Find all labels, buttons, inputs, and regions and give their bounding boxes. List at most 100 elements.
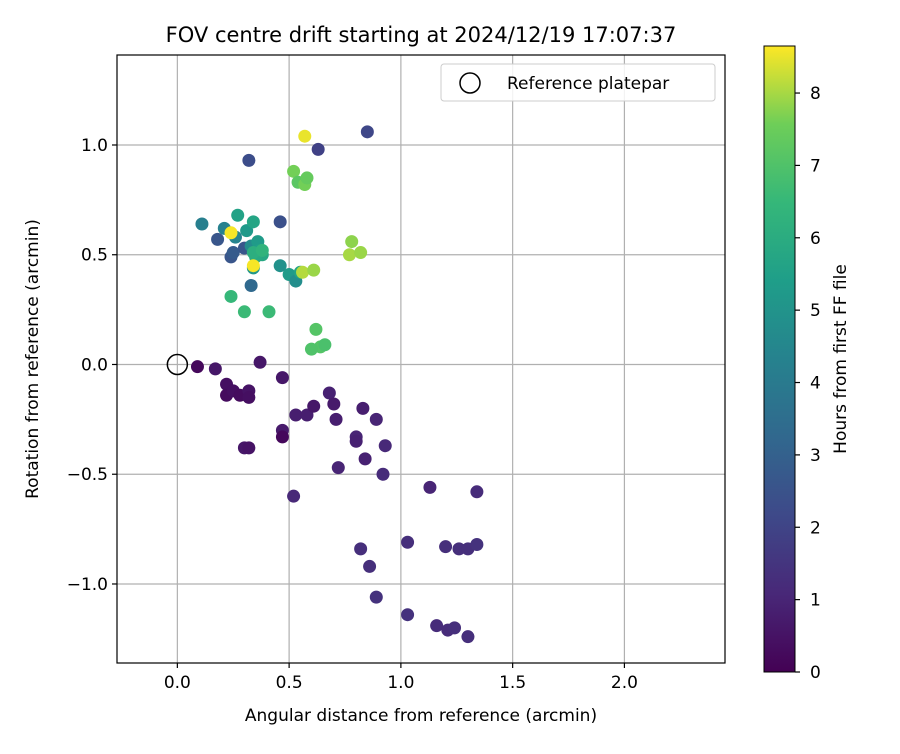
- data-point: [237, 305, 251, 319]
- colorbar-tick-label: 4: [810, 374, 821, 394]
- data-point: [349, 434, 363, 448]
- data-point: [304, 342, 318, 356]
- data-point: [289, 408, 303, 422]
- data-point: [345, 235, 359, 249]
- data-point: [401, 608, 415, 622]
- data-point: [242, 441, 256, 455]
- x-tick-label: 2.0: [611, 673, 638, 693]
- data-point: [253, 355, 267, 369]
- colorbar-ticks: 0 1 2 3 4 5 6 7 8: [795, 84, 821, 683]
- data-point: [231, 208, 245, 222]
- colorbar-tick-label: 6: [810, 229, 821, 249]
- grid: [117, 55, 725, 663]
- colorbar-tick-label: 2: [810, 518, 821, 538]
- y-tick-label: 0.0: [81, 355, 108, 375]
- y-tick-label: 1.0: [81, 136, 108, 156]
- data-point: [224, 226, 238, 240]
- data-point: [470, 537, 484, 551]
- data-point: [226, 246, 240, 260]
- data-point: [378, 439, 392, 453]
- data-point: [376, 467, 390, 481]
- data-point: [298, 129, 312, 143]
- data-point: [275, 371, 289, 385]
- data-point: [195, 217, 209, 231]
- data-point: [300, 408, 314, 422]
- colorbar-tick-label: 8: [810, 84, 821, 104]
- data-point: [354, 246, 368, 260]
- data-point: [430, 619, 444, 633]
- colorbar-label: Hours from first FF file: [831, 264, 851, 454]
- data-points: [190, 125, 484, 644]
- x-axis-ticks: 0.0 0.5 1.0 1.5 2.0: [164, 663, 638, 693]
- data-point: [242, 153, 256, 167]
- colorbar-tick-label: 3: [810, 446, 821, 466]
- x-axis-label: Angular distance from reference (arcmin): [245, 706, 597, 726]
- data-point: [342, 248, 356, 262]
- data-point: [224, 289, 238, 303]
- x-tick-label: 1.0: [387, 673, 414, 693]
- data-point: [296, 265, 310, 279]
- data-point: [309, 322, 323, 336]
- data-point: [369, 412, 383, 426]
- y-axis-ticks: −1.0 −0.5 0.0 0.5 1.0: [67, 136, 117, 595]
- data-point: [244, 278, 258, 292]
- data-point: [360, 125, 374, 139]
- data-point: [354, 542, 368, 556]
- data-point: [262, 305, 276, 319]
- reference-platepar-marker: [166, 353, 189, 376]
- data-point: [307, 263, 321, 277]
- data-point: [461, 630, 475, 644]
- colorbar-tick-label: 1: [810, 591, 821, 611]
- colorbar-tick-label: 0: [810, 663, 821, 683]
- colorbar-tick-label: 7: [810, 156, 821, 176]
- data-point: [448, 621, 462, 635]
- legend-box: [440, 63, 716, 102]
- data-point: [452, 542, 466, 556]
- data-point: [208, 362, 222, 376]
- legend-reference-label: Reference platepar: [507, 74, 669, 94]
- data-point: [318, 338, 332, 352]
- data-point: [322, 386, 336, 400]
- data-point: [275, 430, 289, 444]
- x-tick-label: 1.5: [499, 673, 526, 693]
- data-point: [246, 215, 260, 229]
- data-point: [273, 215, 287, 229]
- colorbar: 0 1 2 3 4 5 6 7 8 Hours from first FF file: [763, 45, 851, 683]
- legend-reference-marker: [459, 72, 481, 94]
- data-point: [331, 461, 345, 475]
- data-point: [307, 399, 321, 413]
- data-point: [356, 401, 370, 415]
- legend: Reference platepar: [440, 63, 716, 102]
- y-axis-label: Rotation from reference (arcmin): [23, 219, 43, 499]
- data-point: [439, 540, 453, 554]
- data-point: [287, 489, 301, 503]
- data-point: [242, 390, 256, 404]
- plot-frame: [116, 54, 726, 664]
- x-tick-label: 0.5: [276, 673, 303, 693]
- data-point: [423, 480, 437, 494]
- colorbar-tick-label: 5: [810, 301, 821, 321]
- data-point: [273, 259, 287, 273]
- data-point: [311, 142, 325, 156]
- data-point: [369, 590, 383, 604]
- data-point: [401, 535, 415, 549]
- data-point: [329, 412, 343, 426]
- chart-title: FOV centre drift starting at 2024/12/19 …: [166, 23, 677, 47]
- data-point: [211, 232, 225, 246]
- data-point: [246, 259, 260, 273]
- y-tick-label: −1.0: [67, 575, 108, 595]
- data-point: [287, 164, 301, 178]
- data-point: [327, 397, 341, 411]
- x-tick-label: 0.0: [164, 673, 191, 693]
- data-point: [300, 171, 314, 185]
- reference-marker: [166, 353, 189, 376]
- data-point: [470, 485, 484, 499]
- data-point: [190, 360, 204, 374]
- data-point: [255, 243, 269, 257]
- colorbar-gradient: [763, 45, 796, 673]
- data-point: [240, 224, 254, 238]
- y-tick-label: −0.5: [67, 465, 108, 485]
- data-point: [358, 452, 372, 466]
